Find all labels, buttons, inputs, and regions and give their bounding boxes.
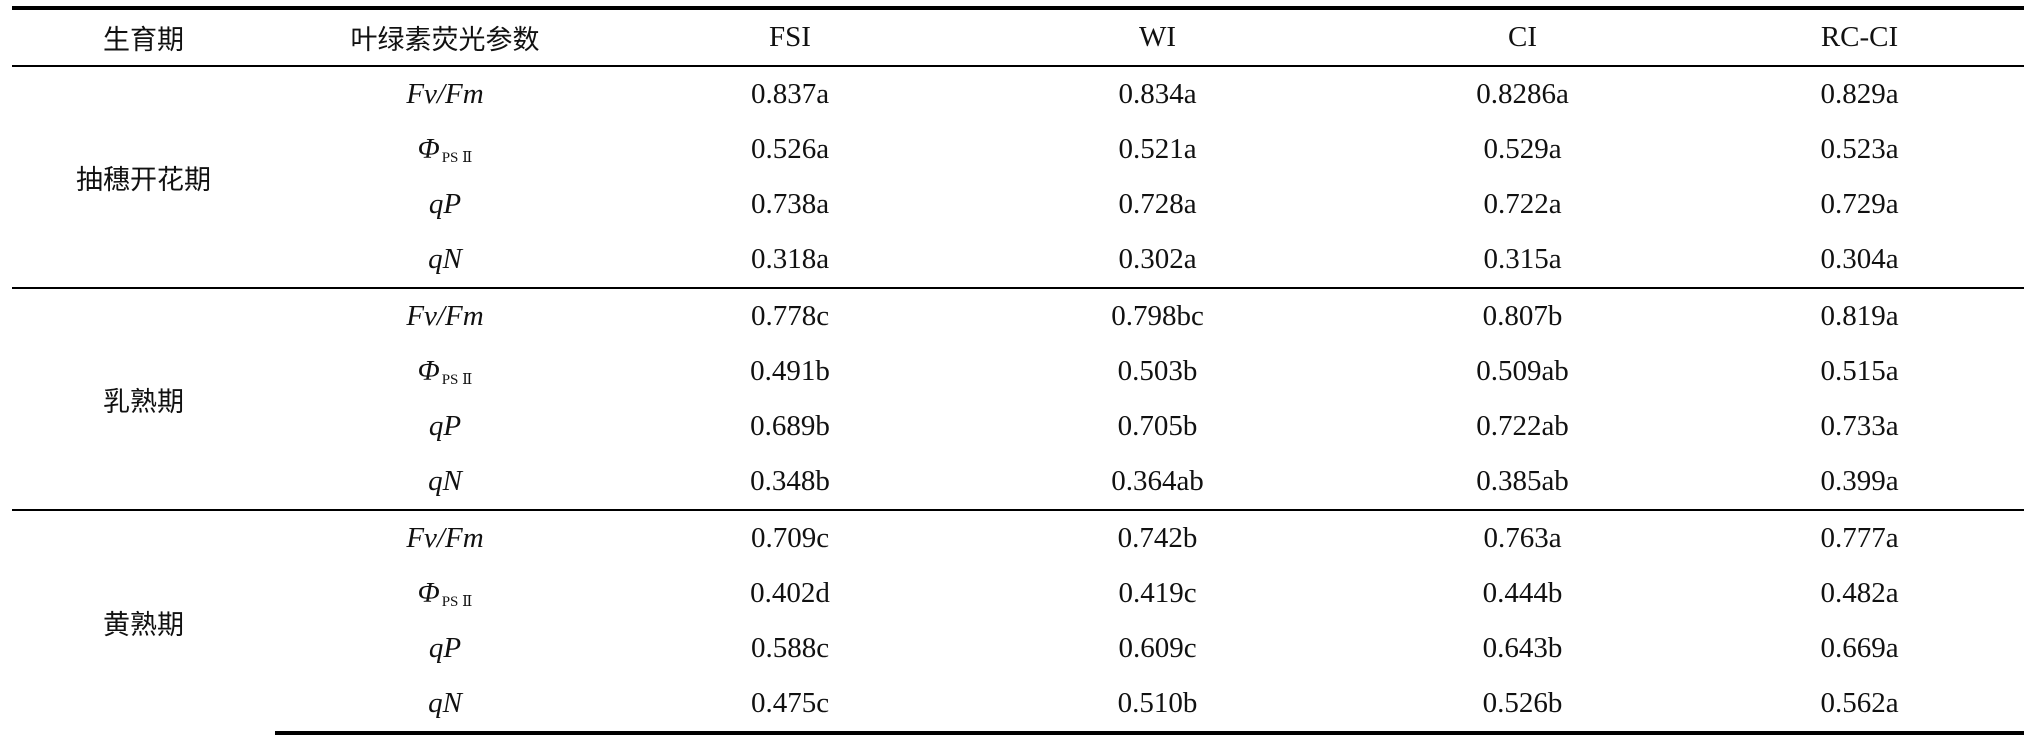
param-label: qN <box>428 243 462 275</box>
value-cell: 0.738a <box>750 188 830 220</box>
value-cell: 0.348b <box>750 465 830 497</box>
value-cell: 0.482a <box>1820 577 1899 609</box>
value-cell: 0.444b <box>1482 577 1563 609</box>
value-cell: 0.402d <box>750 577 830 609</box>
value-cell: 0.521a <box>1118 133 1197 165</box>
param-label: Φ PS Ⅱ <box>275 344 615 399</box>
param-symbol: Φ <box>417 354 440 387</box>
value-cell: 0.778c <box>615 287 965 344</box>
table-row: Φ PS Ⅱ 0.491b 0.503b 0.509ab 0.515a <box>12 344 2024 399</box>
value-cell: 0.302a <box>1118 243 1197 275</box>
param-label: Fv/Fm <box>275 287 615 344</box>
value-cell: 0.588c <box>750 632 830 664</box>
param-label: Fv/Fm <box>275 509 615 566</box>
value-cell: 0.315a <box>1483 243 1562 275</box>
param-subscript: PS Ⅱ <box>441 593 473 610</box>
stage-group: 乳熟期 Fv/Fm 0.778c 0.798bc 0.807b 0.819a Φ… <box>12 287 2024 510</box>
header-fsi: FSI <box>615 6 965 67</box>
value-cell: 0.709c <box>615 509 965 566</box>
value-cell: 0.834a <box>1118 78 1197 110</box>
header-stage: 生育期 <box>12 6 275 67</box>
header-rc-ci: RC-CI <box>1695 6 2024 67</box>
value-cell: 0.509ab <box>1476 355 1569 387</box>
table-row: qP 0.588c 0.609c 0.643b 0.669a <box>12 621 2024 676</box>
value-cell: 0.669a <box>1820 632 1899 664</box>
header-row: 生育期 叶绿素荧光参数 FSI WI CI RC-CI <box>12 6 2024 67</box>
param-symbol: Φ <box>417 132 440 165</box>
table-row: Φ PS Ⅱ 0.526a 0.521a 0.529a 0.523a <box>12 122 2024 177</box>
param-label: Fv/Fm <box>406 78 484 110</box>
value-cell: 0.722ab <box>1476 410 1569 442</box>
value-cell: 0.819a <box>1695 287 2024 344</box>
table-row: 抽穗开花期 Fv/Fm 0.837a 0.834a 0.8286a 0.829a <box>12 66 2024 196</box>
value-cell: 0.722a <box>1483 188 1562 220</box>
value-cell: 0.837a <box>750 78 830 110</box>
stage-group: 抽穗开花期 Fv/Fm 0.837a 0.834a 0.8286a 0.829a… <box>12 66 2024 288</box>
param-label: Φ PS Ⅱ <box>275 566 615 621</box>
stage-label: 乳熟期 <box>12 287 275 510</box>
value-cell: 0.728a <box>1118 188 1197 220</box>
value-cell: 0.491b <box>750 355 830 387</box>
param-label: qP <box>428 188 462 220</box>
value-cell: 0.475c <box>615 676 965 735</box>
value-cell: 0.705b <box>1117 410 1198 442</box>
value-cell: 0.523a <box>1820 133 1899 165</box>
value-cell: 0.742b <box>965 509 1350 566</box>
table-row: qP 0.738a 0.728a 0.722a 0.729a <box>12 177 2024 232</box>
value-cell: 0.385ab <box>1476 465 1569 497</box>
table-row: Φ PS Ⅱ 0.402d 0.419c 0.444b 0.482a <box>12 566 2024 621</box>
param-label: Φ PS Ⅱ <box>275 122 615 177</box>
value-cell: 0.807b <box>1350 287 1695 344</box>
value-cell: 0.8286a <box>1476 78 1569 110</box>
chlorophyll-fluorescence-table: 生育期 叶绿素荧光参数 FSI WI CI RC-CI 抽穗开花期 Fv/Fm … <box>12 6 2024 735</box>
table-row: qN 0.318a 0.302a 0.315a 0.304a <box>12 232 2024 288</box>
value-cell: 0.609c <box>1118 632 1197 664</box>
table-row: qP 0.689b 0.705b 0.722ab 0.733a <box>12 399 2024 454</box>
table-row: qN 0.475c 0.510b 0.526b 0.562a <box>12 676 2024 735</box>
value-cell: 0.643b <box>1482 632 1563 664</box>
value-cell: 0.304a <box>1820 243 1899 275</box>
table-row: 乳熟期 Fv/Fm 0.778c 0.798bc 0.807b 0.819a <box>12 287 2024 510</box>
header-ci: CI <box>1350 6 1695 67</box>
value-cell: 0.364ab <box>1111 465 1204 497</box>
table-row: qN 0.348b 0.364ab 0.385ab 0.399a <box>12 454 2024 510</box>
value-cell: 0.419c <box>1118 577 1197 609</box>
table-row: 黄熟期 Fv/Fm 0.709c 0.742b 0.763a 0.777a <box>12 509 2024 733</box>
value-cell: 0.526b <box>1350 676 1695 735</box>
header-wi: WI <box>965 6 1350 67</box>
param-label: qP <box>428 632 462 664</box>
value-cell: 0.829a <box>1820 78 1899 110</box>
param-subscript: PS Ⅱ <box>441 149 473 166</box>
value-cell: 0.529a <box>1483 133 1562 165</box>
value-cell: 0.562a <box>1695 676 2024 735</box>
param-symbol: Φ <box>417 576 440 609</box>
value-cell: 0.729a <box>1820 188 1899 220</box>
value-cell: 0.777a <box>1695 509 2024 566</box>
value-cell: 0.526a <box>750 133 830 165</box>
param-label: qP <box>428 410 462 442</box>
stage-label: 黄熟期 <box>12 509 275 733</box>
stage-label: 抽穗开花期 <box>76 164 211 196</box>
value-cell: 0.689b <box>750 410 830 442</box>
value-cell: 0.733a <box>1820 410 1899 442</box>
value-cell: 0.399a <box>1820 465 1899 497</box>
param-label: qN <box>428 465 462 497</box>
value-cell: 0.515a <box>1820 355 1899 387</box>
value-cell: 0.318a <box>750 243 830 275</box>
param-label: qN <box>275 676 615 735</box>
value-cell: 0.763a <box>1350 509 1695 566</box>
header-param: 叶绿素荧光参数 <box>275 6 615 67</box>
value-cell: 0.503b <box>1117 355 1198 387</box>
value-cell: 0.798bc <box>965 287 1350 344</box>
value-cell: 0.510b <box>965 676 1350 735</box>
param-subscript: PS Ⅱ <box>441 371 473 388</box>
